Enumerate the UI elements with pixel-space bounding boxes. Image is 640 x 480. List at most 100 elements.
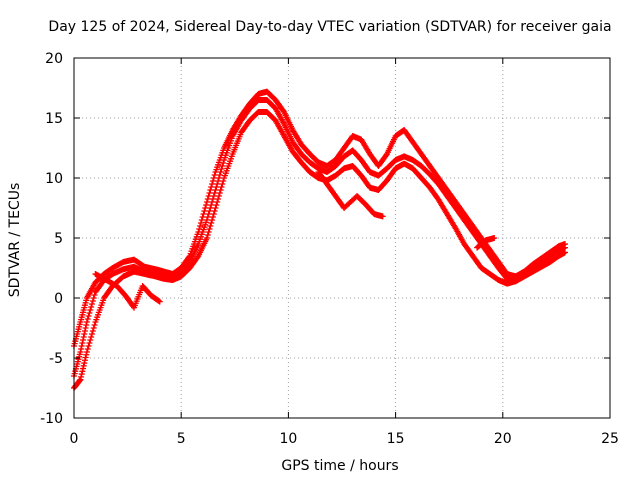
data-point-marker — [216, 172, 223, 178]
data-point-marker — [205, 211, 212, 217]
data-point-marker — [203, 199, 210, 205]
data-point-marker — [217, 169, 224, 175]
data-point-marker — [204, 196, 211, 202]
data-point-marker — [85, 343, 92, 349]
data-point-marker — [203, 217, 210, 223]
data-point-marker — [156, 298, 163, 305]
data-point-marker — [203, 235, 210, 241]
data-point-marker — [211, 172, 218, 178]
x-tick-label: 5 — [177, 431, 186, 447]
data-point-marker — [220, 178, 227, 184]
data-point-marker — [213, 202, 220, 208]
data-point-marker — [206, 190, 213, 196]
data-point-marker — [207, 205, 214, 211]
data-point-marker — [204, 232, 211, 238]
data-point-marker — [84, 346, 91, 352]
data-point-marker — [212, 205, 219, 211]
data-point-marker — [83, 319, 90, 325]
data-point-marker — [210, 175, 217, 181]
data-point-marker — [491, 235, 498, 241]
data-point-marker — [218, 184, 225, 190]
data-point-marker — [209, 217, 216, 223]
y-tick-label: 10 — [45, 171, 63, 187]
grid-lines — [74, 58, 610, 418]
data-point-marker — [209, 196, 216, 202]
data-point-marker — [208, 184, 215, 190]
data-point-marker — [379, 213, 386, 220]
series-track-1 — [71, 88, 568, 349]
data-point-marker — [213, 184, 220, 190]
data-point-marker — [199, 214, 206, 220]
data-point-marker — [209, 178, 216, 184]
x-tick-label: 20 — [494, 431, 512, 447]
data-point-marker — [211, 208, 218, 214]
data-point-marker — [198, 217, 205, 223]
data-point-marker — [209, 214, 216, 220]
data-point-marker — [89, 328, 96, 334]
data-point-marker — [90, 295, 97, 301]
data-point-marker — [202, 205, 209, 211]
series-track-4 — [92, 169, 498, 311]
data-point-marker — [197, 223, 204, 229]
x-tick-label: 10 — [279, 431, 297, 447]
data-point-marker — [91, 322, 98, 328]
data-point-marker — [209, 199, 216, 205]
data-point-marker — [203, 202, 210, 208]
y-tick-label: -5 — [49, 351, 63, 367]
y-tick-label: 0 — [54, 291, 63, 307]
data-point-marker — [220, 160, 227, 166]
x-axis-label: GPS time / hours — [281, 458, 398, 474]
data-point-marker — [206, 208, 213, 214]
data-point-marker — [214, 181, 221, 187]
chart-title: Day 125 of 2024, Sidereal Day-to-day VTE… — [48, 19, 611, 35]
data-point-marker — [207, 223, 214, 229]
data-point-marker — [87, 337, 94, 343]
data-point-marker — [85, 313, 92, 319]
data-point-marker — [215, 193, 222, 199]
data-point-marker — [210, 193, 217, 199]
series-track-3 — [71, 109, 568, 391]
data-point-marker — [87, 307, 94, 313]
y-tick-label: -10 — [40, 411, 63, 427]
data-point-marker — [212, 187, 219, 193]
data-point-marker — [205, 193, 212, 199]
data-point-marker — [218, 166, 225, 172]
data-point-marker — [89, 298, 96, 304]
data-point-marker — [91, 292, 98, 298]
data-point-marker — [217, 187, 224, 193]
y-axis-label: SDTVAR / TECUs — [7, 183, 23, 298]
data-point-marker — [219, 163, 226, 169]
data-point-marker — [216, 190, 223, 196]
data-point-marker — [204, 214, 211, 220]
data-point-marker — [210, 211, 217, 217]
data-point-marker — [206, 226, 213, 232]
data-point-marker — [208, 220, 215, 226]
data-point-marker — [89, 301, 96, 307]
y-tick-label: 20 — [45, 51, 63, 67]
data-point-marker — [90, 325, 97, 331]
data-point-marker — [211, 190, 218, 196]
data-point-marker — [84, 316, 91, 322]
data-point-marker — [219, 181, 226, 187]
data-point-marker — [201, 208, 208, 214]
data-series — [71, 88, 568, 391]
y-tick-label: 5 — [54, 231, 63, 247]
data-point-marker — [215, 196, 222, 202]
data-point-marker — [197, 220, 204, 226]
data-point-marker — [209, 181, 216, 187]
data-point-marker — [89, 331, 96, 337]
data-point-marker — [215, 175, 222, 181]
x-tick-label: 25 — [601, 431, 619, 447]
x-tick-label: 15 — [387, 431, 405, 447]
y-tick-label: 15 — [45, 111, 63, 127]
data-point-marker — [205, 229, 212, 235]
data-point-marker — [561, 249, 568, 256]
data-point-marker — [86, 340, 93, 346]
data-point-marker — [86, 310, 93, 316]
data-point-marker — [83, 349, 90, 355]
data-point-marker — [208, 202, 215, 208]
data-point-marker — [215, 178, 222, 184]
data-point-marker — [88, 334, 95, 340]
data-point-marker — [88, 304, 95, 310]
